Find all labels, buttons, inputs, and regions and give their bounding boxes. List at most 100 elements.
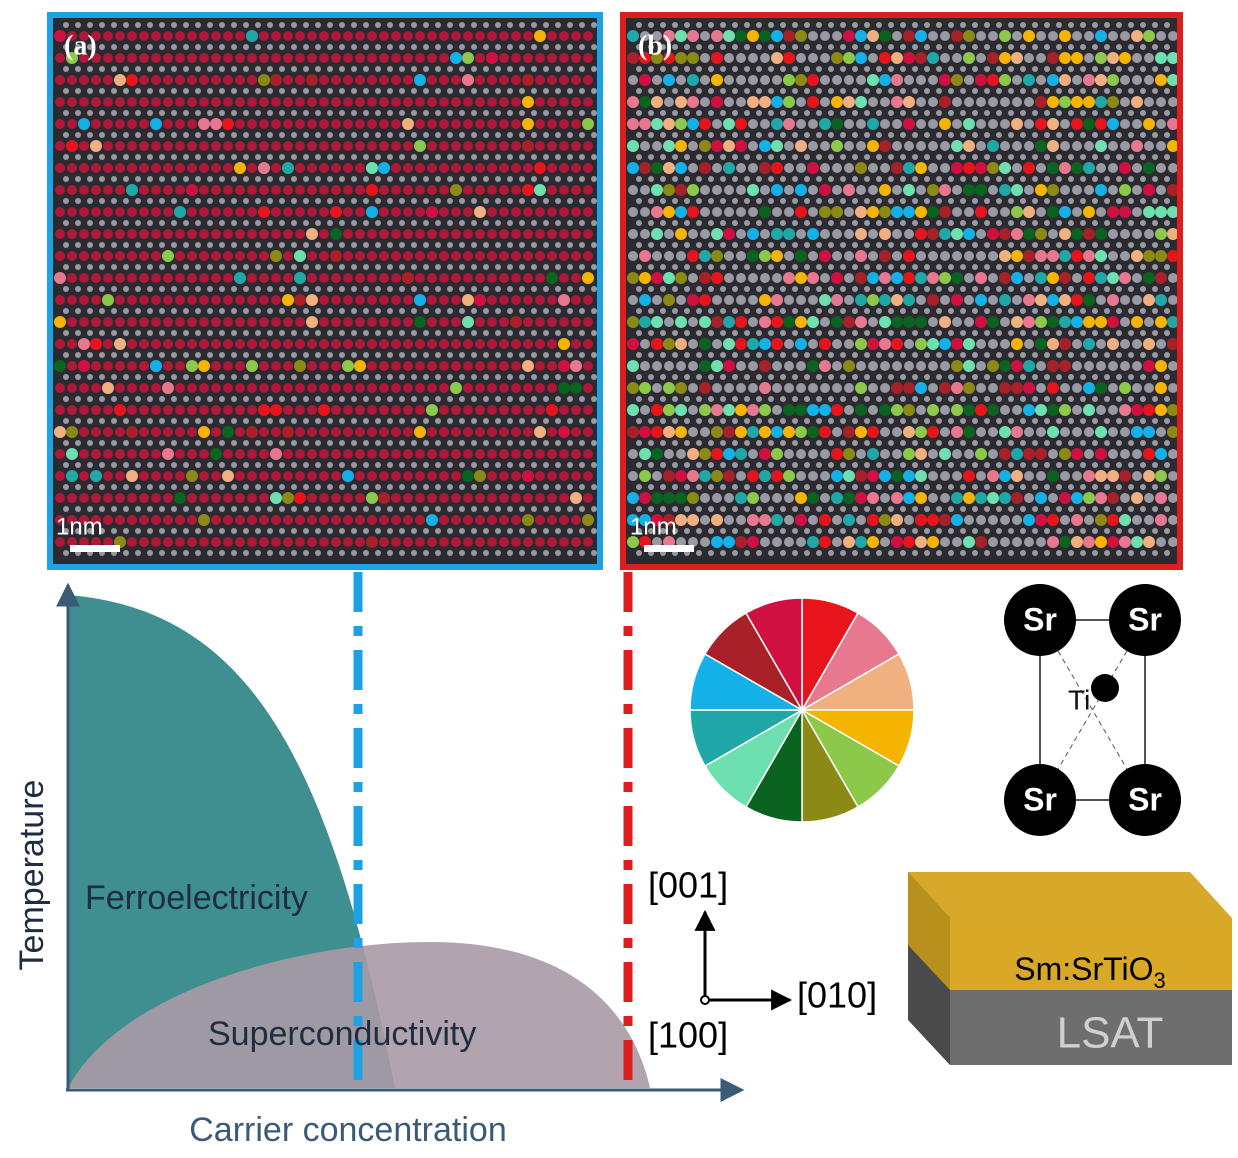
atom <box>1020 352 1026 358</box>
atom <box>235 229 245 239</box>
atom <box>876 330 882 336</box>
atom <box>1140 22 1146 28</box>
atom <box>832 427 842 437</box>
atom <box>499 185 509 195</box>
atom <box>964 75 974 85</box>
atom <box>447 220 453 226</box>
atom <box>399 396 405 402</box>
atom <box>471 308 477 314</box>
atom <box>243 418 249 424</box>
atom <box>378 162 390 174</box>
atom <box>279 440 285 446</box>
atom <box>267 550 273 556</box>
atom <box>696 132 702 138</box>
atom <box>780 308 786 314</box>
atom <box>483 528 489 534</box>
atom <box>474 294 486 306</box>
atom <box>900 374 906 380</box>
atom <box>768 110 774 116</box>
atom <box>363 198 369 204</box>
atom <box>960 418 966 424</box>
atom <box>283 339 293 349</box>
atom <box>459 484 465 490</box>
atom <box>1132 339 1142 349</box>
atom <box>327 506 333 512</box>
atom <box>439 185 449 195</box>
atom <box>415 185 425 195</box>
atom <box>1132 207 1142 217</box>
atom <box>1128 110 1134 116</box>
atom <box>63 110 69 116</box>
atom <box>1047 118 1059 130</box>
atom <box>78 338 90 350</box>
atom <box>459 22 465 28</box>
atom <box>511 229 521 239</box>
atom <box>471 286 477 292</box>
atom <box>459 418 465 424</box>
atom <box>928 493 938 503</box>
atom <box>291 374 297 380</box>
atom <box>735 140 747 152</box>
atom <box>231 396 237 402</box>
atom <box>111 506 117 512</box>
atom <box>583 339 593 349</box>
atom <box>1128 198 1134 204</box>
atom <box>960 352 966 358</box>
atom <box>640 185 650 195</box>
atom <box>1044 66 1050 72</box>
atom <box>951 228 963 240</box>
atom <box>720 66 726 72</box>
atom <box>295 31 305 41</box>
atom <box>147 88 153 94</box>
atom <box>307 427 317 437</box>
atom <box>972 440 978 446</box>
atom <box>760 229 770 239</box>
atom <box>163 207 173 217</box>
atom <box>63 88 69 94</box>
atom <box>1164 286 1170 292</box>
atom <box>748 383 758 393</box>
atom <box>1044 110 1050 116</box>
atom <box>447 132 453 138</box>
atom <box>732 264 738 270</box>
atom <box>174 206 186 218</box>
atom <box>960 308 966 314</box>
atom <box>708 66 714 72</box>
atom <box>135 352 141 358</box>
atom <box>247 97 257 107</box>
atom <box>355 537 365 547</box>
atom <box>1144 75 1154 85</box>
atom <box>111 352 117 358</box>
atom <box>223 53 233 63</box>
atom <box>579 352 585 358</box>
atom <box>912 198 918 204</box>
atom <box>471 22 477 28</box>
atom <box>535 251 545 261</box>
atom <box>555 154 561 160</box>
atom <box>183 220 189 226</box>
atom <box>399 286 405 292</box>
atom <box>519 110 525 116</box>
atom <box>447 154 453 160</box>
atom <box>462 294 474 306</box>
atom <box>567 308 573 314</box>
atom <box>403 383 413 393</box>
atom <box>363 286 369 292</box>
atom <box>1071 294 1083 306</box>
atom <box>471 440 477 446</box>
atom <box>423 66 429 72</box>
atom <box>1071 96 1083 108</box>
atom <box>1168 163 1178 173</box>
atom <box>1023 382 1035 394</box>
atom <box>963 118 975 130</box>
atom <box>315 396 321 402</box>
atom <box>363 22 369 28</box>
atom <box>639 448 651 460</box>
atom <box>1120 75 1130 85</box>
atom <box>903 272 915 284</box>
atom <box>876 176 882 182</box>
atom <box>447 242 453 248</box>
atom <box>792 110 798 116</box>
atom <box>904 75 914 85</box>
atom <box>916 141 926 151</box>
